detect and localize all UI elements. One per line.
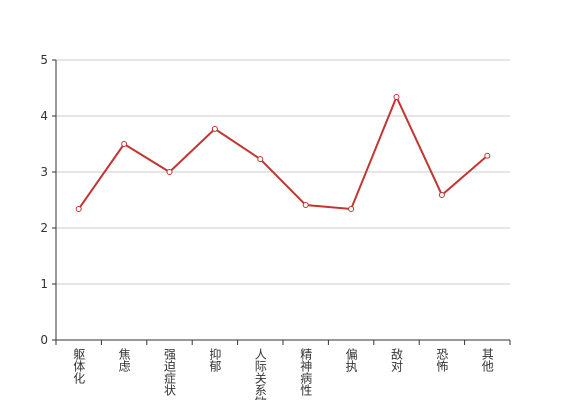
x-tick-label: 人际关系敏感	[253, 348, 267, 400]
point	[211, 125, 218, 132]
line	[77, 94, 488, 211]
point	[75, 205, 82, 212]
point	[393, 93, 400, 100]
x-tick-label: 躯体化	[72, 347, 86, 385]
x-tick-label: 精神病性	[299, 348, 313, 397]
point	[438, 191, 445, 198]
x-tick-label: 其他	[480, 348, 494, 372]
point	[348, 205, 355, 212]
x-tick-label: 偏执	[344, 347, 358, 373]
y-tick-label: 4	[40, 109, 48, 123]
x-tick-label: 敌对	[390, 347, 404, 372]
point	[302, 202, 309, 209]
y-tick-label: 1	[40, 277, 48, 291]
point	[484, 152, 491, 159]
x-tick-label: 焦虑	[117, 348, 131, 372]
point	[257, 156, 264, 163]
y-tick-label: 2	[40, 221, 48, 235]
x-tick-label: 强迫症状	[163, 348, 177, 396]
y-tick-label: 3	[40, 165, 48, 179]
x-tick-label: 抑郁	[208, 347, 222, 373]
y-tick-label: 5	[40, 53, 48, 67]
x-tick-label: 恐怖	[435, 348, 449, 372]
y-tick-label: 0	[40, 333, 48, 347]
point	[121, 141, 128, 147]
point	[166, 169, 173, 175]
